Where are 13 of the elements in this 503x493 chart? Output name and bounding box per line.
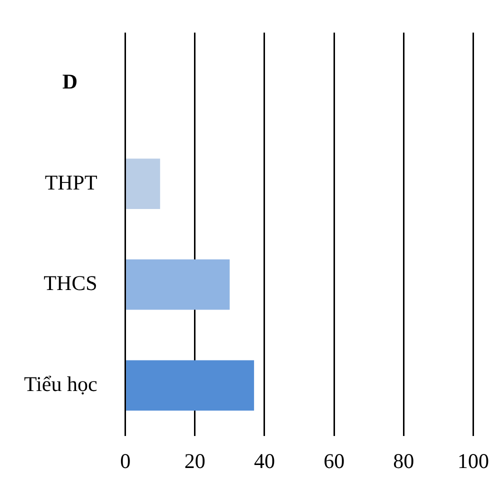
bar <box>126 158 160 209</box>
y-tick-label: Tiểu học <box>24 372 98 396</box>
bar <box>126 259 230 310</box>
x-tick-label: 0 <box>120 448 131 473</box>
text: D <box>62 69 78 94</box>
x-tick-label: 60 <box>324 448 345 473</box>
x-tick-label: 20 <box>184 448 206 473</box>
x-tick-label: 100 <box>458 448 489 473</box>
y-tick-label: THCS <box>44 271 98 296</box>
x-tick-label: 80 <box>393 448 414 473</box>
x-tick-label: 40 <box>254 448 275 473</box>
bar <box>126 360 254 411</box>
y-tick-label: THPT <box>44 170 98 194</box>
